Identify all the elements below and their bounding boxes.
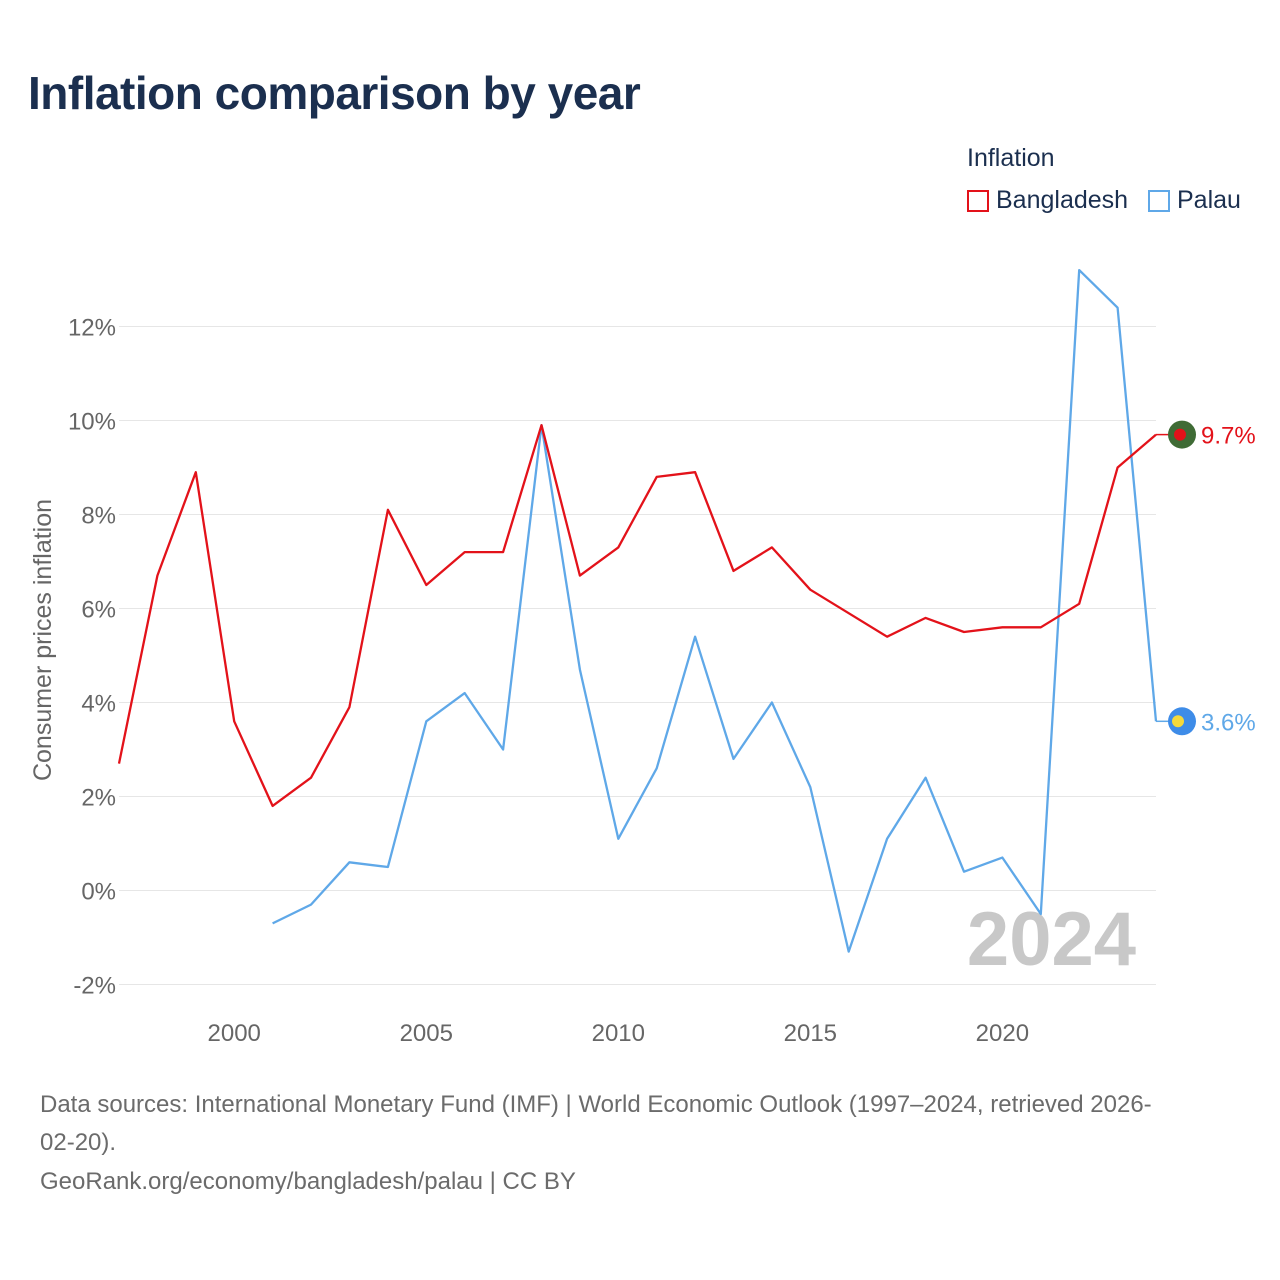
x-tick-label: 2010 — [592, 1020, 645, 1047]
x-tick-label: 2000 — [208, 1020, 261, 1047]
y-tick-label: -2% — [73, 973, 116, 1000]
legend-label-palau: Palau — [1177, 186, 1241, 214]
y-tick-label: 12% — [68, 315, 116, 342]
legend-title: Inflation — [967, 144, 1055, 172]
y-tick-label: 10% — [68, 409, 116, 436]
series-line-palau — [272, 268, 1158, 953]
end-marker-dot-palau — [1172, 715, 1184, 728]
y-tick-label: 6% — [81, 597, 116, 624]
legend-item-bangladesh[interactable]: Bangladesh — [967, 186, 1128, 215]
legend-item-palau[interactable]: Palau — [1148, 186, 1241, 215]
series-line-bangladesh — [117, 424, 1157, 808]
footer-sources-line1: Data sources: International Monetary Fun… — [40, 1091, 1152, 1118]
year-watermark: 2024 — [967, 897, 1136, 982]
end-value-label-palau: 3.6% — [1201, 709, 1256, 736]
legend-swatch-palau — [1148, 189, 1170, 212]
footer-sources-line2: 02-20). — [40, 1129, 117, 1156]
y-tick-label: 8% — [81, 503, 116, 530]
y-axis-title: Consumer prices inflation — [29, 499, 57, 781]
end-marker-dot-bangladesh — [1174, 428, 1186, 441]
end-value-label-bangladesh: 9.7% — [1201, 423, 1256, 450]
x-tick-label: 2015 — [784, 1020, 837, 1047]
chart-title: Inflation comparison by year — [28, 67, 641, 119]
x-tick-label: 2005 — [400, 1020, 453, 1047]
legend-swatch-bangladesh — [967, 189, 989, 212]
y-tick-label: 2% — [81, 785, 116, 812]
x-tick-label: 2020 — [976, 1020, 1029, 1047]
legend-label-bangladesh: Bangladesh — [996, 186, 1129, 214]
footer-attribution: GeoRank.org/economy/bangladesh/palau | C… — [40, 1168, 576, 1195]
y-tick-label: 4% — [81, 691, 116, 718]
y-tick-label: 0% — [81, 879, 116, 906]
